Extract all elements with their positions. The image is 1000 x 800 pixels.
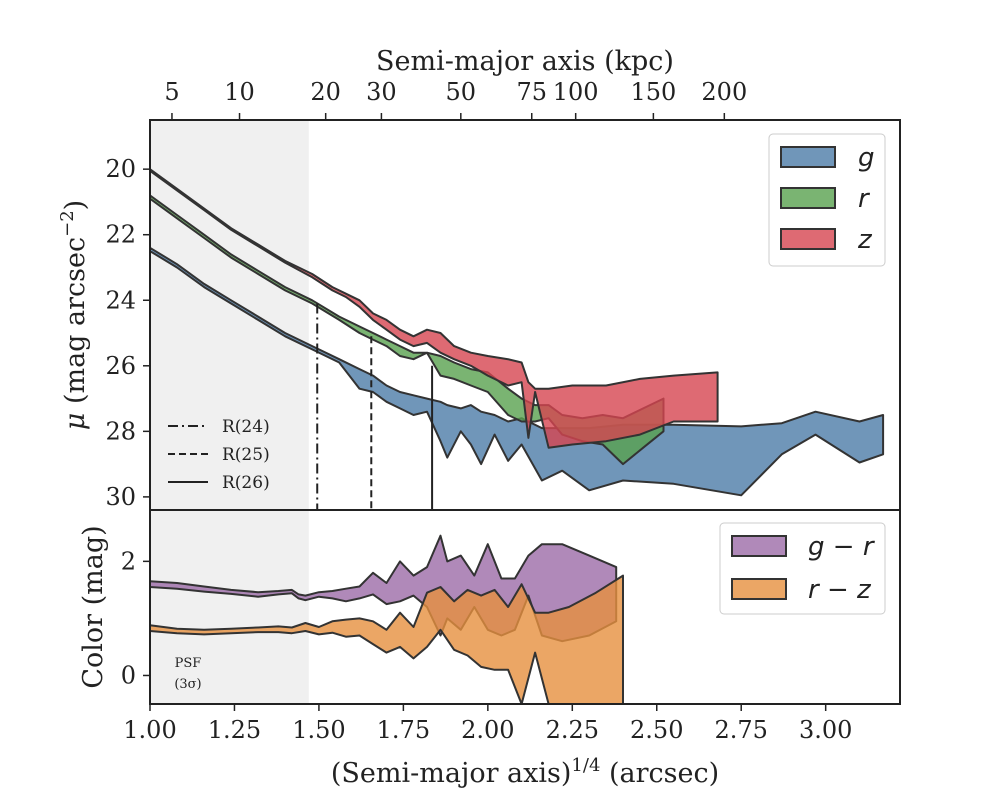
y-tick-label-top: 26	[105, 352, 136, 380]
top-tick-label: 5	[164, 78, 179, 106]
x-tick-label: 1.50	[292, 716, 345, 744]
y-tick-label-top: 24	[105, 286, 136, 314]
band-legend: g r z	[768, 133, 886, 267]
radius-markers	[316, 303, 434, 510]
legend-swatch-g	[780, 146, 836, 168]
y-tick-label-top: 28	[105, 417, 136, 445]
top-tick-label: 50	[446, 78, 477, 106]
top-tick-label: 10	[224, 78, 255, 106]
legend-swatch-g-minus-r	[731, 535, 787, 557]
legend-label-z: z	[857, 225, 873, 255]
surface-brightness-series	[149, 168, 885, 497]
x-tick-label: 3.00	[799, 716, 852, 744]
psf-band-top	[150, 120, 309, 510]
axis-ticks: 1.00 1.25 1.50 1.75 2.00 2.25 2.50 2.75 3.00 5 10 2…	[105, 78, 852, 744]
radius-legend-label-r24: R(24)	[222, 417, 270, 437]
psf-label: PSF	[175, 656, 202, 671]
x-tick-label: 2.25	[546, 716, 599, 744]
y-axis-label-top: μ (mag arcsec−2)	[57, 200, 91, 430]
legend-label-g-minus-r: g − r	[808, 532, 876, 562]
y-tick-label-top: 30	[105, 483, 136, 511]
radius-legend-label-r26: R(26)	[222, 473, 270, 493]
x-tick-label: 1.25	[208, 716, 261, 744]
band-z-series	[149, 168, 719, 449]
legend-label-r-minus-z: r − z	[808, 575, 872, 605]
y-tick-label-top: 22	[105, 221, 136, 249]
legend-swatch-r-minus-z	[731, 578, 787, 600]
legend-swatch-r	[780, 187, 836, 209]
top-tick-label: 100	[553, 78, 599, 106]
radius-legend: R(24) R(25) R(26)	[168, 417, 270, 493]
x-tick-label: 2.00	[461, 716, 514, 744]
top-tick-label: 20	[310, 78, 341, 106]
color-legend: g − r r − z	[719, 522, 886, 615]
band-g-series	[149, 246, 885, 497]
legend-label-g: g	[858, 143, 875, 173]
x-tick-label: 1.00	[123, 716, 176, 744]
y-tick-label-bottom: 2	[121, 547, 136, 575]
top-axis-label: Semi-major axis (kpc)	[376, 46, 674, 77]
y-tick-label-top: 20	[105, 155, 136, 183]
x-tick-label: 2.75	[714, 716, 767, 744]
x-axis-label: (Semi-major axis)1/4 (arcsec)	[331, 755, 719, 789]
x-tick-label: 2.50	[630, 716, 683, 744]
legend-swatch-z	[780, 228, 836, 250]
top-tick-label: 200	[701, 78, 747, 106]
top-tick-label: 75	[516, 78, 547, 106]
x-tick-label: 1.75	[377, 716, 430, 744]
y-tick-label-bottom: 0	[121, 661, 136, 689]
top-tick-label: 150	[630, 78, 676, 106]
top-tick-label: 30	[366, 78, 397, 106]
psf-band-bottom	[150, 510, 309, 704]
bottom-panel-frame	[149, 509, 901, 705]
legend-label-r: r	[858, 184, 871, 214]
y-axis-label-bottom: Color (mag)	[78, 525, 109, 688]
psf-sigma-label: (3σ)	[174, 677, 201, 692]
radius-legend-label-r25: R(25)	[222, 445, 270, 465]
